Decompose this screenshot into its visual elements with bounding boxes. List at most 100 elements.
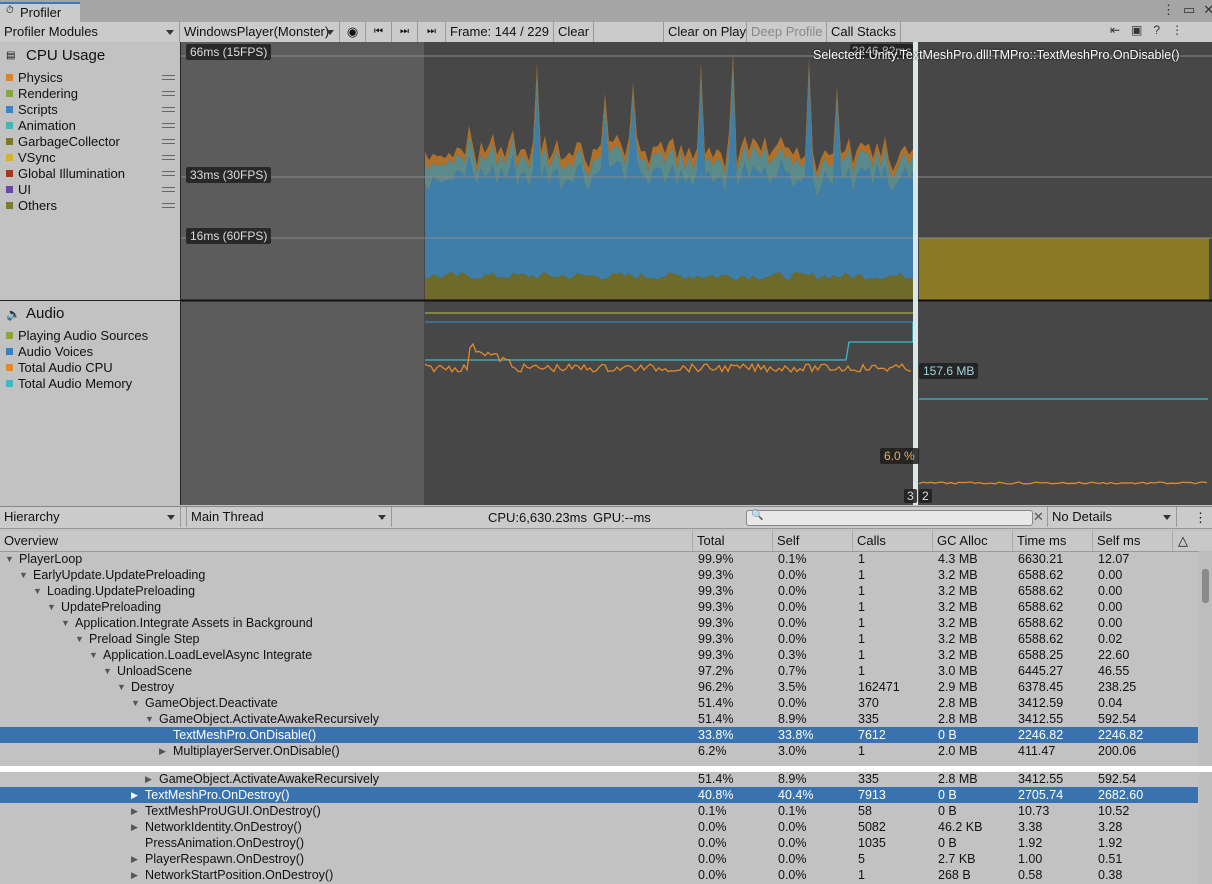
expand-arrow: ▶: [131, 870, 138, 880]
sample-stat: 99.3%: [698, 648, 734, 662]
thread-dropdown[interactable]: Main Thread: [186, 507, 392, 527]
tab-title: Profiler: [20, 5, 62, 20]
hierarchy-row[interactable]: ▼ UpdatePreloading 99.3% 0.0% 1 3.2 MB 6588.62…: [0, 599, 1198, 615]
clear-on-play-button[interactable]: Clear on Play: [663, 22, 747, 42]
legend-item[interactable]: Rendering: [18, 86, 78, 101]
legend-item[interactable]: UI: [18, 182, 31, 197]
cpu-label: 6.0 %: [880, 448, 919, 464]
hierarchy-row[interactable]: TextMeshPro.OnDisable() 33.8% 33.8% 7612 0 B…: [0, 727, 1198, 743]
legend-item[interactable]: Global Illumination: [18, 166, 125, 181]
sample-stat: 0.0%: [778, 852, 807, 866]
hierarchy-row[interactable]: ▼ UnloadScene 97.2% 0.7% 1 3.0 MB 6445.27 46.55: [0, 663, 1198, 679]
legend-item[interactable]: Scripts: [18, 102, 58, 117]
column-header[interactable]: Overview: [0, 531, 693, 551]
cpu-icon: ▤: [6, 50, 16, 61]
modules-dropdown[interactable]: Profiler Modules: [0, 22, 180, 42]
legend-item[interactable]: Playing Audio Sources: [18, 328, 149, 343]
sample-stat: 0.0%: [778, 616, 807, 630]
hierarchy-row[interactable]: ▶ TextMeshPro.OnDestroy() 40.8% 40.4% 7913 0 …: [0, 787, 1198, 803]
hierarchy-row[interactable]: ▼ Application.Integrate Assets in Backgro…: [0, 615, 1198, 631]
sample-stat: 0.04: [1098, 696, 1123, 710]
column-header[interactable]: Self: [773, 531, 853, 551]
column-header[interactable]: Time ms: [1013, 531, 1093, 551]
clear-button[interactable]: Clear: [554, 22, 594, 42]
column-header[interactable]: Total: [693, 531, 773, 551]
legend-swatch: [6, 106, 13, 113]
expand-arrow: ▼: [103, 666, 112, 676]
sample-name: TextMeshPro.OnDisable(): [173, 728, 317, 742]
hierarchy-row[interactable]: ▶ PlayerRespawn.OnDestroy() 0.0% 0.0% 5 2.7 K…: [0, 851, 1198, 867]
sample-stat: 1: [858, 616, 865, 630]
expand-arrow: ▶: [131, 806, 138, 816]
legend-item[interactable]: Total Audio CPU: [18, 360, 113, 375]
details-dropdown[interactable]: No Details: [1047, 507, 1177, 527]
hierarchy-row[interactable]: ▶ TextMeshProUGUI.OnDestroy() 0.1% 0.1% 58 0 …: [0, 803, 1198, 819]
hierarchy-row[interactable]: ▶ NetworkIdentity.OnDestroy() 0.0% 0.0% 5082…: [0, 819, 1198, 835]
legend-item[interactable]: GarbageCollector: [18, 134, 120, 149]
legend-item[interactable]: Others: [18, 198, 58, 213]
hierarchy-row[interactable]: ▼ Destroy 96.2% 3.5% 162471 2.9 MB 6378.45 238.…: [0, 679, 1198, 695]
cpu-module-title[interactable]: CPU Usage: [26, 47, 106, 64]
hierarchy-row[interactable]: ▼ GameObject.Deactivate 51.4% 0.0% 370 2.8 MB…: [0, 695, 1198, 711]
hierarchy-row[interactable]: ▶ MultiplayerServer.OnDisable() 6.2% 3.0% 1 2…: [0, 743, 1198, 759]
splice-gap: [0, 766, 1212, 772]
last-frame-button[interactable]: ⏭: [418, 22, 446, 42]
sample-stat: 10.52: [1098, 804, 1130, 818]
next-frame-button[interactable]: ⏭: [392, 22, 418, 42]
sample-stat: 2.7 KB: [938, 852, 976, 866]
sample-stat: 0.02: [1098, 632, 1123, 646]
hierarchy-row[interactable]: ▼ Preload Single Step 99.3% 0.0% 1 3.2 MB 6588…: [0, 631, 1198, 647]
expand-arrow: ▶: [145, 774, 152, 784]
first-frame-button[interactable]: ⏮: [366, 22, 392, 42]
sample-stat: 2246.82: [1098, 728, 1144, 742]
hierarchy-row[interactable]: ▼ PlayerLoop 99.9% 0.1% 1 4.3 MB 6630.21 12.07: [0, 551, 1198, 567]
hierarchy-row[interactable]: ▶ GameObject.ActivateAwakeRecursively 51.4…: [0, 771, 1198, 787]
drag-handle: [162, 203, 175, 208]
toolbar-icons[interactable]: ⇤▣?⋮: [1110, 23, 1195, 37]
record-button[interactable]: ◉: [340, 22, 366, 42]
hierarchy-row[interactable]: ▼ EarlyUpdate.UpdatePreloading 99.3% 0.0% 1 3…: [0, 567, 1198, 583]
scrollbar[interactable]: [1199, 551, 1212, 884]
target-dropdown[interactable]: WindowsPlayer(Monster): [180, 22, 340, 42]
sample-stat: 5: [858, 852, 865, 866]
legend-item[interactable]: Animation: [18, 118, 76, 133]
sample-stat: 3.2 MB: [938, 648, 978, 662]
column-header[interactable]: GC Alloc: [933, 531, 1013, 551]
legend-item[interactable]: Audio Voices: [18, 344, 94, 359]
hierarchy-row[interactable]: ▼ Loading.UpdatePreloading 99.3% 0.0% 1 3.2 M…: [0, 583, 1198, 599]
deep-profile-button[interactable]: Deep Profile: [747, 22, 827, 42]
tab[interactable]: ⏱ Profiler: [0, 2, 80, 22]
column-header[interactable]: Calls: [853, 531, 933, 551]
hierarchy-row[interactable]: ▼ GameObject.ActivateAwakeRecursively 51.4…: [0, 711, 1198, 727]
sample-stat: 4.3 MB: [938, 552, 978, 566]
legend-item[interactable]: Total Audio Memory: [18, 376, 133, 391]
audio-module-title[interactable]: Audio: [26, 305, 65, 322]
call-stacks-button[interactable]: Call Stacks: [827, 22, 901, 42]
expand-arrow: ▼: [19, 570, 28, 580]
column-header[interactable]: Self ms: [1093, 531, 1173, 551]
hierarchy-row[interactable]: ▼ Application.LoadLevelAsync Integrate 99.…: [0, 647, 1198, 663]
view-dropdown[interactable]: Hierarchy: [0, 507, 181, 527]
window-controls[interactable]: ⋮▭✕: [1162, 2, 1212, 17]
drag-handle: [162, 75, 175, 80]
sample-stat: 0.0%: [778, 820, 807, 834]
search-field[interactable]: 🔍: [746, 510, 1033, 526]
sample-stat: 6.2%: [698, 744, 727, 758]
search-clear[interactable]: ✕: [1033, 509, 1044, 524]
scrollbar-thumb[interactable]: [1202, 569, 1209, 603]
hierarchy-row[interactable]: PressAnimation.OnDestroy() 0.0% 0.0% 1035 0 …: [0, 835, 1198, 851]
sample-stat: 3412.55: [1018, 772, 1064, 786]
sample-name: PlayerRespawn.OnDestroy(): [145, 852, 305, 866]
sample-stat: 0 B: [938, 788, 957, 802]
legend-item[interactable]: Physics: [18, 70, 63, 85]
sample-stat: 0.00: [1098, 600, 1123, 614]
hierarchy-row[interactable]: ▶ NetworkStartPosition.OnDestroy() 0.0% 0.0…: [0, 867, 1198, 883]
sample-stat: 0.0%: [778, 584, 807, 598]
guide-label: 16ms (60FPS): [186, 228, 272, 244]
toolbar: Profiler Modules WindowsPlayer(Monster) …: [0, 22, 1212, 43]
expand-arrow: ▼: [131, 698, 140, 708]
more-menu[interactable]: ⋮: [1194, 510, 1207, 525]
audio-line: [918, 481, 1208, 485]
profiler-graph[interactable]: [181, 42, 1212, 505]
legend-item[interactable]: VSync: [18, 150, 56, 165]
